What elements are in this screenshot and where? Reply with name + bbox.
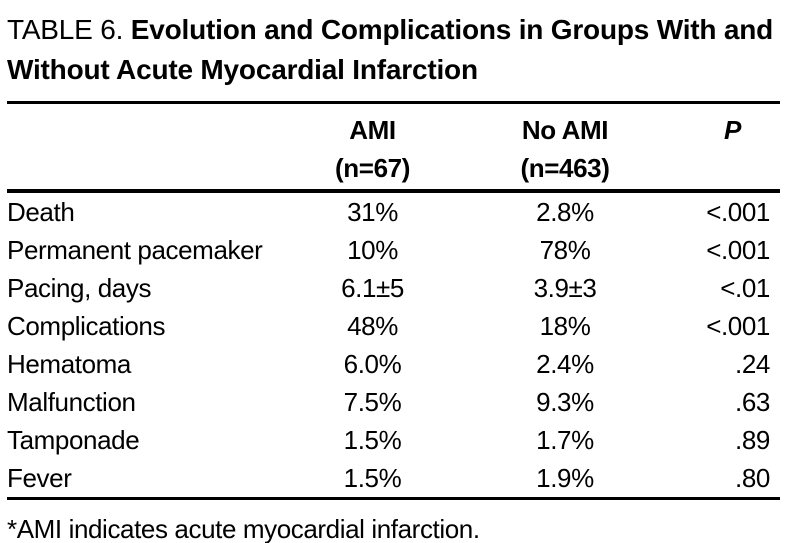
header-noami-label: No AMI [521, 115, 609, 145]
table-row-malfunction: Malfunction 7.5% 9.3% .63 [7, 383, 780, 421]
noami-value: 2.8% [536, 196, 594, 227]
ami-value: 1.5% [343, 424, 402, 455]
row-label: Complications [7, 310, 166, 341]
table-header: AMI (n=67) No AMI (n=463) P [7, 102, 780, 193]
ami-value: 7.5% [343, 386, 402, 417]
noami-value: 3.9±3 [533, 272, 597, 303]
table-title-text: Evolution and Complications in Groups Wi… [7, 14, 774, 85]
row-label: Tamponade [7, 424, 140, 455]
table-row-pacing-days: Pacing, days 6.1±5 3.9±3 <.01 [7, 269, 780, 307]
noami-value: 2.4% [536, 348, 594, 379]
row-label: Pacing, days [7, 272, 152, 303]
p-value: .80 [735, 462, 770, 493]
p-value: <.01 [720, 272, 770, 303]
header-ami-n: (n=67) [335, 153, 410, 183]
header-row: AMI (n=67) No AMI (n=463) P [7, 102, 780, 193]
table-body: Death 31% 2.8% <.001 Permanent pacemaker… [7, 191, 780, 499]
header-ami-label: AMI [349, 115, 396, 145]
noami-value: 18% [539, 310, 591, 341]
row-label: Permanent pacemaker [7, 234, 263, 265]
noami-value: 1.9% [536, 462, 594, 493]
p-value: <.001 [706, 234, 770, 265]
noami-value: 1.7% [536, 424, 594, 455]
header-noami-column: No AMI (n=463) [445, 102, 685, 193]
ami-value: 1.5% [343, 462, 402, 493]
noami-value: 9.3% [536, 386, 594, 417]
header-noami-n: (n=463) [520, 153, 610, 183]
p-value: .63 [735, 386, 770, 417]
p-value: .89 [735, 424, 770, 455]
table-footnote: *AMI indicates acute myocardial infarcti… [7, 514, 480, 543]
ami-value: 10% [347, 234, 398, 265]
header-empty-cell [7, 102, 300, 193]
header-ami-column: AMI (n=67) [300, 102, 445, 193]
ami-value: 6.0% [343, 348, 402, 379]
header-p-label: P [724, 115, 741, 145]
table-title: TABLE 6. Evolution and Complications in … [7, 10, 780, 90]
noami-value: 78% [539, 234, 591, 265]
p-value: <.001 [706, 196, 770, 227]
row-label: Hematoma [7, 348, 131, 379]
p-value: .24 [735, 348, 770, 379]
header-p-column: P [685, 102, 780, 193]
table-row-permanent-pacemaker: Permanent pacemaker 10% 78% <.001 [7, 231, 780, 269]
table-number-label: TABLE 6. [7, 14, 124, 45]
table-row-death: Death 31% 2.8% <.001 [7, 191, 780, 231]
results-table: AMI (n=67) No AMI (n=463) P Death 31% 2.… [7, 101, 780, 500]
header-p-spacer [685, 149, 780, 187]
row-label: Malfunction [7, 386, 136, 417]
table-row-hematoma: Hematoma 6.0% 2.4% .24 [7, 345, 780, 383]
table-row-complications: Complications 48% 18% <.001 [7, 307, 780, 345]
row-label: Death [7, 196, 75, 227]
ami-value: 31% [347, 196, 398, 227]
table-row-tamponade: Tamponade 1.5% 1.7% .89 [7, 421, 780, 459]
ami-value: 48% [347, 310, 398, 341]
ami-value: 6.1±5 [341, 272, 404, 303]
p-value: <.001 [706, 310, 770, 341]
table-row-fever: Fever 1.5% 1.9% .80 [7, 459, 780, 499]
row-label: Fever [7, 462, 72, 493]
